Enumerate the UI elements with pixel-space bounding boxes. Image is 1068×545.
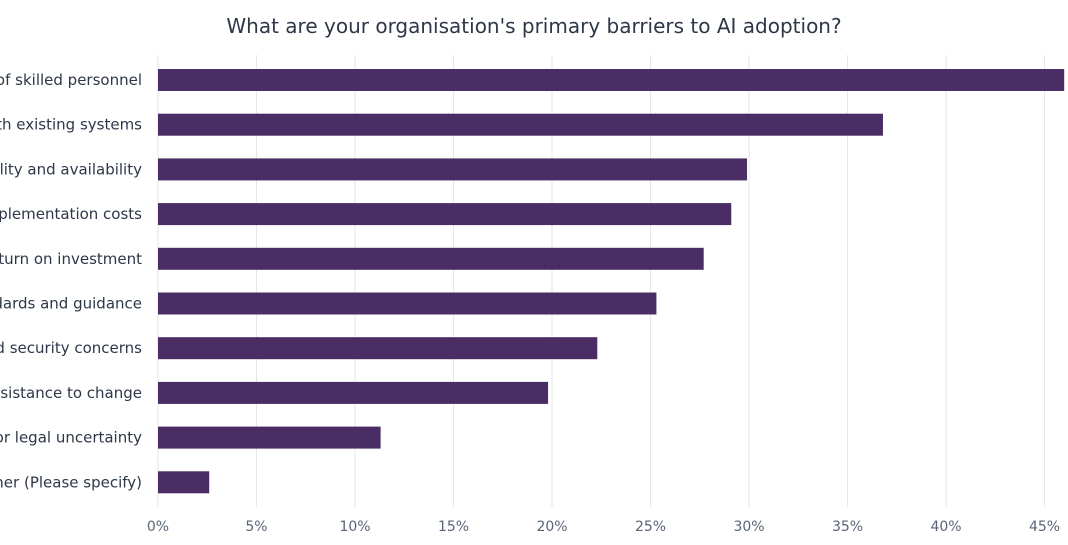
bar[interactable] <box>158 426 381 449</box>
category-label: of skilled personnel <box>0 71 142 89</box>
x-tick-label: 25% <box>635 519 666 535</box>
x-tick-label: 30% <box>733 519 764 535</box>
x-tick-label: 40% <box>930 519 961 535</box>
bars <box>158 69 1065 494</box>
x-tick-label: 20% <box>536 519 567 535</box>
x-tick-label: 15% <box>438 519 469 535</box>
category-label: or legal uncertainty <box>0 429 142 447</box>
bar[interactable] <box>158 292 657 315</box>
bar[interactable] <box>158 69 1065 91</box>
bar[interactable] <box>158 203 732 226</box>
category-label: ith existing systems <box>0 116 142 134</box>
x-tick-label: 10% <box>339 519 370 535</box>
bar[interactable] <box>158 247 704 270</box>
category-label: plementation costs <box>0 205 142 223</box>
x-tick-label: 35% <box>832 519 863 535</box>
x-axis-tick-labels: 0% 5% 10% 15% 20% 25% 30% 35% 40% 45% <box>147 519 1060 535</box>
category-label: d security concerns <box>0 339 142 357</box>
bar[interactable] <box>158 158 748 181</box>
category-label: ality and availability <box>0 160 142 178</box>
bar[interactable] <box>158 381 549 404</box>
bar[interactable] <box>158 337 598 360</box>
category-labels: of skilled personnel ith existing systems… <box>0 71 142 491</box>
chart-title: What are your organisation's primary bar… <box>226 14 841 38</box>
bar[interactable] <box>158 471 210 494</box>
bar[interactable] <box>158 113 883 136</box>
category-label: eturn on investment <box>0 250 142 268</box>
x-tick-label: 45% <box>1029 519 1060 535</box>
x-tick-label: 5% <box>245 519 267 535</box>
category-label: dards and guidance <box>0 295 142 313</box>
x-tick-label: 0% <box>147 519 169 535</box>
category-label: her (Please specify) <box>0 473 142 491</box>
category-label: esistance to change <box>0 384 142 402</box>
